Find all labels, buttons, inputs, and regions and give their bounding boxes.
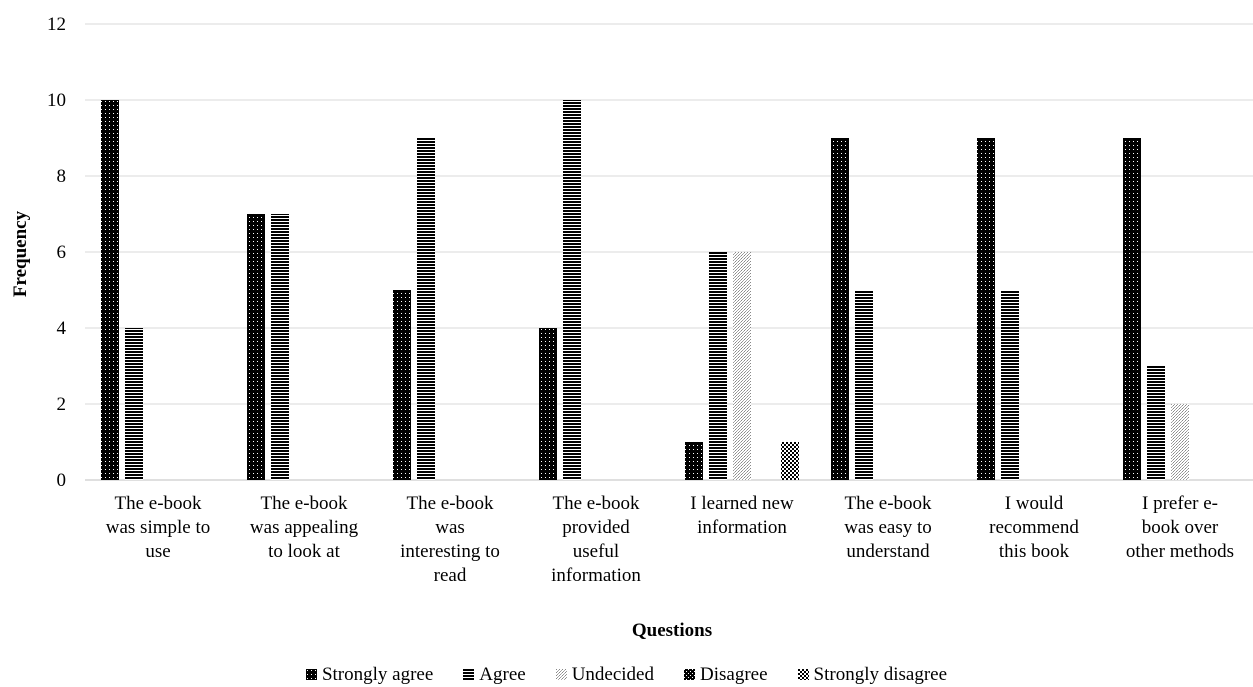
x-category-label: this book [999, 541, 1070, 562]
bar-strongly-disagree-5 [781, 442, 799, 480]
x-axis-title: Questions [632, 620, 712, 641]
bar-agree-3 [417, 138, 435, 480]
bar-strongly-agree-6 [831, 138, 849, 480]
x-category-label: information [697, 517, 787, 538]
legend-label: Strongly agree [321, 663, 434, 685]
legend-item-undecided: Undecided [555, 663, 654, 686]
y-tick-label: 6 [57, 242, 67, 263]
bar-strongly-agree-7 [977, 138, 995, 480]
x-category-label: to look at [268, 541, 340, 562]
legend: Strongly agree Agree Undecided Disagree Stro… [0, 662, 1253, 687]
bar-strongly-agree-3 [393, 290, 411, 480]
x-category-label: useful [573, 541, 619, 562]
x-category-label: use [145, 541, 170, 562]
y-tick-label: 0 [57, 470, 67, 491]
x-category-label: The e-book [260, 493, 348, 514]
x-category-label: recommend [989, 517, 1079, 538]
bars [101, 100, 1189, 480]
bar-strongly-agree-4 [539, 328, 557, 480]
y-axis-ticks: 0 2 4 6 8 10 12 [47, 14, 67, 491]
legend-swatch-undecided [555, 669, 567, 680]
legend-item-disagree: Disagree [684, 664, 768, 686]
x-category-label: The e-book [114, 493, 202, 514]
y-tick-label: 8 [57, 166, 67, 187]
legend-label: Undecided [571, 663, 654, 685]
x-category-label: The e-book [406, 493, 494, 514]
bar-agree-8 [1147, 366, 1165, 480]
x-category-label: was appealing [250, 517, 359, 538]
bar-agree-4 [563, 100, 581, 480]
legend-item-strongly-disagree: Strongly disagree [797, 663, 948, 686]
x-category-label: was easy to [844, 517, 932, 538]
legend-swatch-strongly-agree [305, 669, 317, 680]
y-axis-title: Frequency [10, 210, 31, 297]
x-category-label: read [434, 565, 467, 586]
legend-swatch-strongly-disagree [797, 669, 809, 680]
bar-agree-1 [125, 328, 143, 480]
x-category-label: provided [562, 517, 630, 538]
x-category-label: understand [846, 541, 930, 562]
bar-strongly-agree-5 [685, 442, 703, 480]
bar-strongly-agree-8 [1123, 138, 1141, 480]
x-category-label: I prefer e- [1142, 493, 1218, 514]
x-category-label: book over [1142, 517, 1219, 538]
legend-swatch-disagree [684, 669, 695, 680]
x-axis-labels: The e-book was simple to use The e-book was … [106, 493, 1234, 586]
x-category-label: information [551, 565, 641, 586]
x-category-label: The e-book [552, 493, 640, 514]
bar-agree-7 [1001, 290, 1019, 480]
y-tick-label: 2 [57, 394, 67, 415]
x-category-label: was simple to [106, 517, 211, 538]
x-category-label: other methods [1126, 541, 1234, 562]
x-category-label: interesting to [400, 541, 500, 562]
y-tick-label: 12 [47, 14, 66, 35]
x-category-label: I would [1005, 493, 1064, 514]
bar-strongly-agree-1 [101, 100, 119, 480]
bar-undecided-5 [733, 252, 751, 480]
bar-agree-5 [709, 252, 727, 480]
x-category-label: was [435, 517, 465, 538]
y-tick-label: 10 [47, 90, 66, 111]
legend-label: Agree [479, 663, 526, 685]
legend-swatch-agree [463, 669, 475, 680]
bar-agree-2 [271, 214, 289, 480]
x-category-label: The e-book [844, 493, 932, 514]
x-category-label: I learned new [690, 493, 794, 514]
legend-label: Disagree [700, 663, 768, 685]
legend-label: Strongly disagree [813, 663, 948, 685]
bar-strongly-agree-2 [247, 214, 265, 480]
legend-item-strongly-agree: Strongly agree [305, 663, 434, 686]
y-tick-label: 4 [57, 318, 67, 339]
bar-agree-6 [855, 290, 873, 480]
bar-undecided-8 [1171, 404, 1189, 480]
legend-item-agree: Agree [463, 663, 526, 686]
